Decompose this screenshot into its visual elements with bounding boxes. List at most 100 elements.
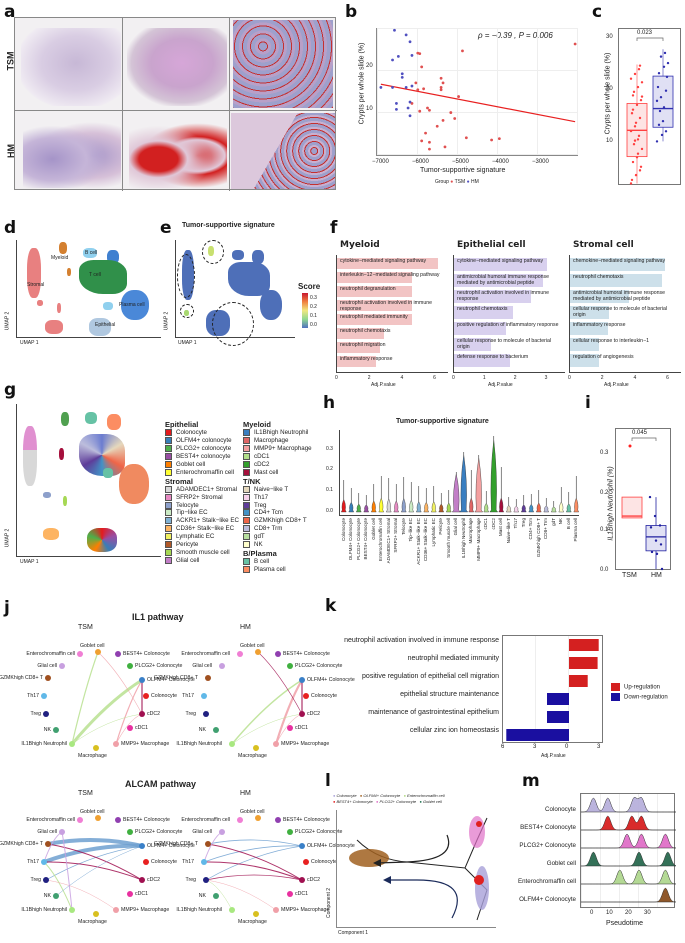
node-label: NK (198, 727, 206, 733)
network-node (139, 677, 145, 683)
node-label: Macrophage (238, 753, 267, 759)
node-label: Th17 (182, 859, 194, 865)
network-node (127, 725, 133, 731)
ytick: 0.0 (600, 567, 609, 573)
group-title: TSM (78, 624, 93, 631)
node-label: GZMKhigh CD8+ T (153, 841, 198, 847)
legend-swatch (243, 517, 250, 525)
network-node (253, 911, 259, 917)
network-node (93, 745, 99, 751)
violin-label: SFRP2+ Stromal (393, 518, 399, 553)
score-colorbar (302, 293, 308, 328)
node-label: cDC2 (147, 711, 160, 717)
node-label: IL1Bhigh Neutrophil (21, 741, 67, 747)
legend-item: Smooth muscle cell (165, 549, 239, 557)
k-term-label: cellular zinc ion homeostasis (409, 727, 499, 734)
ytick: 10 (606, 138, 613, 144)
legend-item: Enterochromaffin cell (407, 793, 445, 798)
node-label: Enterochromaffin cell (26, 651, 75, 657)
cluster-label: Stromal (27, 282, 45, 288)
network-node (299, 677, 305, 683)
node-label: cDC2 (147, 877, 160, 883)
legend-swatch (243, 509, 250, 517)
network-node (203, 711, 209, 717)
go-bar (454, 306, 513, 319)
ridge-label: BEST4+ Colonocyte (520, 824, 576, 831)
axis-label-x: Tumor-supportive signature (420, 167, 506, 174)
boxplot-shapes (621, 437, 667, 571)
network-node (93, 911, 99, 917)
ytick: 0.0 (326, 508, 333, 514)
f-subtitle: Epithelial cell (457, 240, 526, 250)
legend-column: Myeloid IL1Bhigh Neutrophil Macrophage MMP9… (243, 420, 312, 574)
pathway-title-il1: IL1 pathway (132, 612, 184, 622)
violin-label: Enterochromaffin cell (378, 518, 384, 562)
ridge-label: Colonocyte (545, 806, 576, 813)
bar-chart-k (502, 635, 603, 743)
xtick: 0 (565, 744, 569, 750)
network-node (205, 841, 211, 847)
go-term-label: antimicrobial humoral immune response me… (573, 290, 665, 302)
ytick: 0.2 (326, 466, 333, 472)
network-node (205, 675, 211, 681)
network-node (69, 741, 75, 747)
violin-label: gdT (550, 518, 556, 526)
node-label: MMP9+ Macrophage (121, 907, 170, 913)
xtick: 4 (400, 375, 404, 381)
legend-label: OLFM4+ colonocyte (176, 437, 232, 445)
e-title: Tumor-supportive signature (182, 222, 275, 229)
node-label: MMP9+ Macrophage (281, 741, 330, 747)
xtick: 6 (501, 744, 505, 750)
go-term-label: neutrophil migration (340, 342, 386, 348)
go-bar (454, 274, 544, 287)
legend-swatch (243, 485, 250, 493)
go-term-label: inflammatory response (340, 356, 393, 362)
network-node (113, 741, 119, 747)
node-label: Enterochromaffin cell (181, 817, 230, 823)
legend-item: OLFM4+ colonocyte (165, 436, 239, 445)
panel-label-j: j (4, 598, 10, 618)
legend-item: PLCG2+ colonocyte (165, 444, 239, 453)
ytick-10: 10 (366, 106, 373, 112)
axis-label-x: UMAP 1 (20, 340, 39, 346)
go-term-label: defense response to bacterium (457, 354, 529, 360)
legend-item: Glial cell (165, 557, 239, 565)
node-label: Treg (185, 877, 196, 883)
go-term-label: cellular response to interleukin−1 (573, 338, 649, 344)
network-node (255, 815, 261, 821)
violin-category-labels: Colonocyte OLFM4+ Colonocyte PLCG2+ Colono… (339, 518, 579, 603)
legend-item: PLCG2+ Colonocyte (379, 799, 417, 804)
k-term-label: epithelial structure maintenance (400, 691, 499, 698)
panel-label-a: a (4, 2, 16, 22)
xtick: −7000 (372, 159, 389, 165)
legend-label: SFRP2+ Stromal (176, 493, 223, 501)
legend-item: Tip−like EC (165, 509, 239, 517)
legend-b: Group ● TSM ● HM (435, 179, 479, 185)
node-label: GZMKhigh CD8+ T (0, 841, 43, 847)
network-node (287, 725, 293, 731)
go-term-label: neutrophil chemotaxis (457, 306, 508, 312)
violin-label: ACKR1+ Stalk−like EC (415, 518, 421, 565)
axis-label-x: Adj.P.value (541, 753, 566, 759)
k-legend: Up-regulation Down-regulation (611, 683, 668, 702)
axis-label-x: Pseudotime (606, 920, 643, 927)
node-label: Macrophage (78, 753, 107, 759)
violin-label: cDC2 (490, 518, 496, 530)
h-title: Tumor-supportive signature (396, 418, 489, 425)
legend-item: ADAMDEC1+ Stromal (165, 485, 239, 494)
hm-slide-zoom (231, 113, 335, 189)
violin-label: Smooth muscle cell (445, 518, 451, 558)
go-bar (337, 286, 413, 297)
violin-label: Telocyte (400, 518, 406, 535)
go-term-label: cytokine−mediated signaling pathway (340, 258, 427, 264)
go-term-label: inflammatory response (573, 322, 626, 328)
network-node (113, 907, 119, 913)
violin-label: OLFM4+ Colonocyte (348, 518, 354, 561)
xtick: −6000 (412, 159, 429, 165)
axis-label-y: Crypts per whole slide (%) (358, 42, 366, 125)
umap-d: Myeloid B cell Stromal T cell Plasma cel… (16, 240, 161, 338)
go-term-label: neutrophil activation involved in immune… (457, 290, 549, 302)
legend-item: Enterochromaffin cell (165, 468, 239, 477)
node-label: BEST4+ Colonocyte (283, 651, 330, 657)
network-node (253, 745, 259, 751)
